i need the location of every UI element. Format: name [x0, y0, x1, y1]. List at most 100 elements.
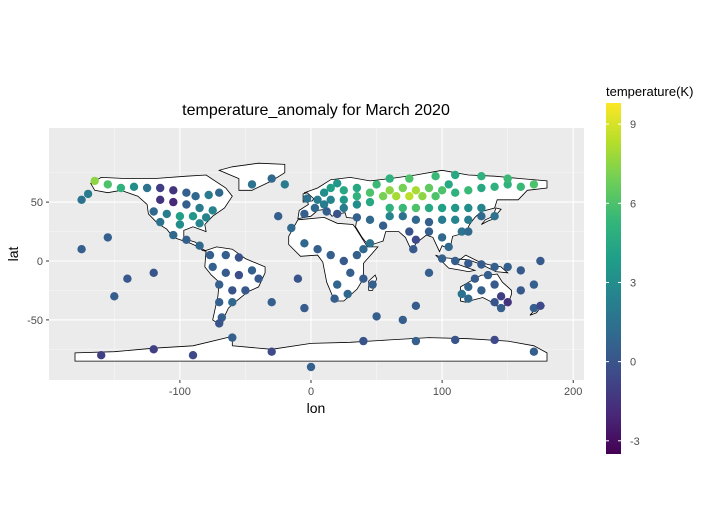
- temperature-cell: [77, 195, 86, 204]
- legend-colorbar: [606, 103, 621, 454]
- temperature-cell: [204, 190, 213, 200]
- temperature-cell: [330, 294, 339, 303]
- temperature-cell: [228, 298, 237, 307]
- temperature-cell: [215, 188, 224, 197]
- temperature-cell: [333, 209, 342, 219]
- temperature-cell: [103, 180, 113, 189]
- temperature-cell: [326, 183, 335, 193]
- temperature-cell: [378, 221, 388, 230]
- temperature-cell: [215, 319, 224, 328]
- temperature-cell: [490, 182, 499, 191]
- temperature-cell: [536, 256, 545, 266]
- temperature-cell: [188, 351, 198, 360]
- temperature-cell: [516, 182, 525, 191]
- temperature-cell: [182, 200, 191, 209]
- temperature-cell: [343, 289, 352, 299]
- temperature-cell: [398, 183, 407, 193]
- temperature-cell: [208, 262, 217, 272]
- temperature-cell: [352, 200, 362, 209]
- temperature-cell: [175, 212, 185, 221]
- temperature-cell: [477, 172, 486, 181]
- temperature-cell: [110, 292, 119, 301]
- temperature-cell: [359, 336, 368, 346]
- temperature-cell: [457, 289, 466, 299]
- temperature-cell: [339, 195, 348, 204]
- temperature-cell: [437, 186, 447, 195]
- temperature-cell: [162, 209, 171, 219]
- temperature-cell: [516, 286, 525, 295]
- temperature-cell: [352, 250, 362, 260]
- temperature-cell: [195, 241, 204, 250]
- temperature-cell: [300, 209, 309, 219]
- temperature-cell: [352, 192, 362, 201]
- temperature-cell: [464, 186, 473, 195]
- x-tick-label: 0: [308, 386, 314, 398]
- temperature-cell: [392, 192, 401, 201]
- temperature-cell: [437, 215, 447, 224]
- temperature-cell: [368, 280, 377, 289]
- temperature-cell: [490, 298, 499, 307]
- temperature-cell: [333, 280, 342, 289]
- temperature-cell: [103, 233, 113, 242]
- temperature-cell: [464, 203, 473, 213]
- temperature-cell: [378, 192, 388, 201]
- temperature-cell: [411, 336, 421, 346]
- temperature-cell: [247, 180, 257, 189]
- temperature-cell: [444, 180, 453, 189]
- temperature-cell: [398, 203, 407, 213]
- temperature-cell: [477, 260, 486, 269]
- temperature-cell: [529, 347, 539, 356]
- legend-tick-label: 6: [630, 198, 636, 210]
- temperature-cell: [457, 227, 466, 236]
- temperature-cell: [195, 219, 204, 228]
- temperature-cell: [483, 270, 493, 280]
- temperature-cell: [221, 268, 230, 277]
- legend-tick-label: -3: [630, 436, 640, 448]
- temperature-cell: [477, 212, 486, 221]
- y-tick-label: 50: [31, 197, 43, 209]
- temperature-cell: [372, 180, 381, 189]
- legend-ticks: -3 0 3 6 9: [606, 119, 640, 448]
- temperature-cell: [496, 303, 506, 313]
- temperature-cell: [195, 203, 204, 213]
- temperature-cell: [365, 197, 375, 207]
- temperature-cell: [156, 183, 165, 193]
- temperature-cell: [385, 203, 394, 213]
- x-axis-ticks: -100 0 100 200: [169, 380, 582, 398]
- temperature-cell: [274, 212, 283, 221]
- temperature-cell: [451, 215, 460, 224]
- temperature-cell: [90, 176, 99, 186]
- temperature-cell: [359, 245, 368, 254]
- temperature-cell: [169, 230, 178, 240]
- temperature-cell: [326, 250, 335, 260]
- temperature-cell: [313, 195, 322, 204]
- temperature-cell: [490, 262, 499, 272]
- temperature-cell: [254, 274, 263, 283]
- temperature-cell: [83, 189, 93, 199]
- temperature-cell: [385, 212, 394, 221]
- temperature-cell: [365, 215, 375, 224]
- temperature-cell: [529, 280, 539, 289]
- temperature-cell: [339, 203, 348, 213]
- temperature-cell: [205, 250, 215, 260]
- temperature-cell: [169, 186, 178, 195]
- temperature-cell: [516, 266, 525, 275]
- temperature-cell: [424, 268, 434, 277]
- temperature-cell: [451, 335, 460, 345]
- temperature-cell: [405, 174, 414, 183]
- y-axis-title: lat: [5, 247, 21, 262]
- temperature-cell: [503, 262, 512, 272]
- temperature-cell: [451, 256, 460, 266]
- temperature-cell: [405, 227, 414, 236]
- temperature-cell: [221, 250, 230, 260]
- temperature-cell: [247, 266, 257, 275]
- temperature-cell: [424, 227, 434, 236]
- temperature-cell: [142, 183, 152, 193]
- temperature-cell: [228, 333, 237, 342]
- temperature-cell: [293, 274, 303, 283]
- temperature-cell: [267, 174, 276, 183]
- temperature-cell: [267, 347, 276, 356]
- temperature-cell: [280, 180, 289, 189]
- temperature-cell: [129, 182, 139, 191]
